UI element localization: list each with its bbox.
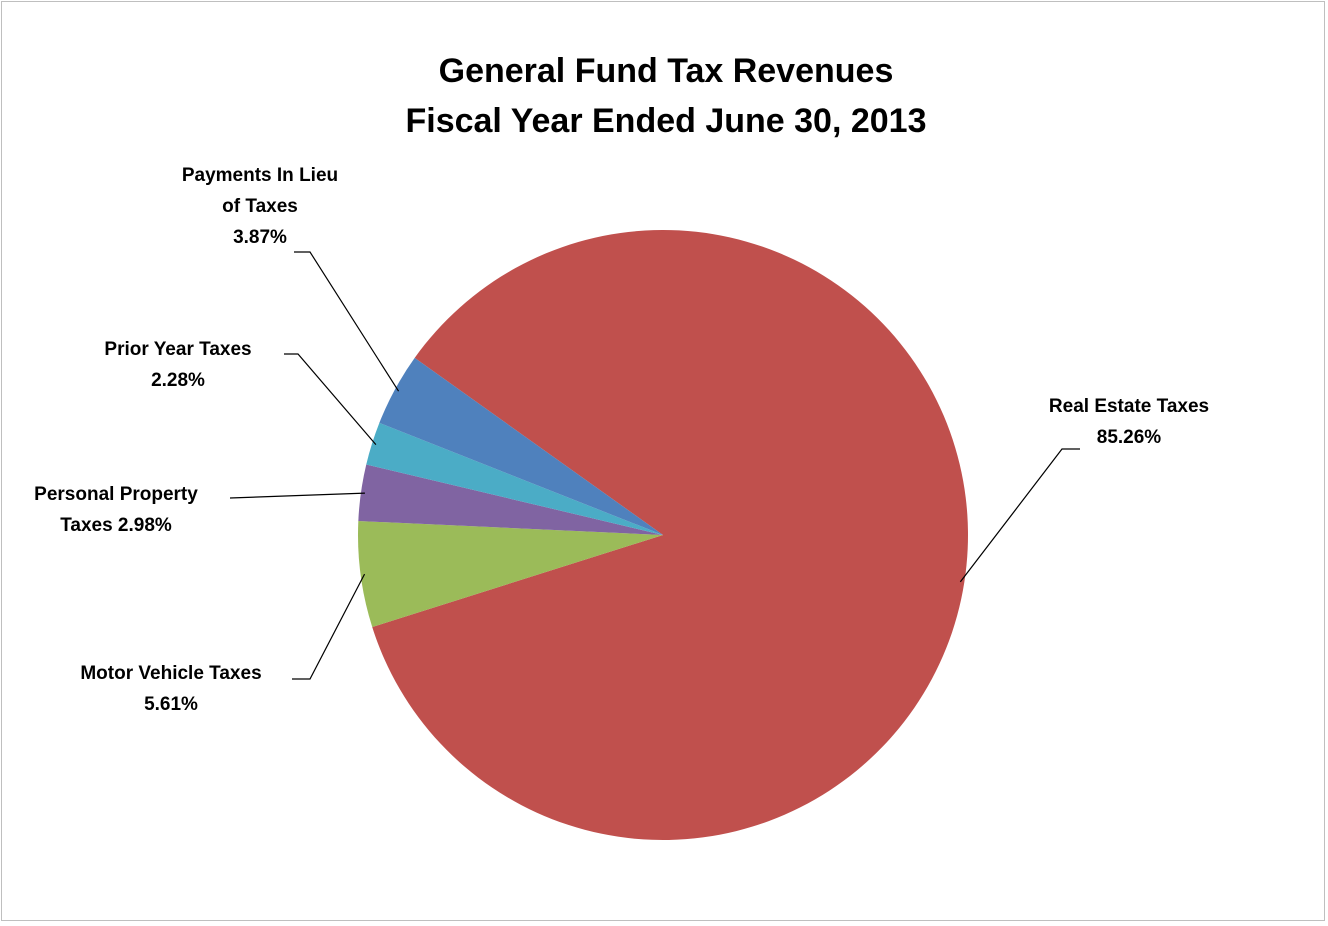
leader-line-personal-property-taxes (229, 492, 365, 499)
leader-line-prior-year-taxes (284, 353, 377, 446)
chart-title-line-2: Fiscal Year Ended June 30, 2013 (405, 102, 926, 140)
data-label-real-estate-taxes: Real Estate Taxes 85.26% (1049, 396, 1209, 448)
data-label-payments-in-lieu-of-taxes: Payments In Lieu of Taxes 3.87% (182, 165, 338, 248)
data-label-personal-property-taxes: Personal Property Taxes 2.98% (34, 484, 198, 536)
pie-slice-prior-year-taxes (366, 422, 663, 535)
leader-line-real-estate-taxes (959, 448, 1080, 583)
leader-line-payments-in-lieu-of-taxes (294, 251, 400, 392)
pie-slice-motor-vehicle-taxes (357, 520, 663, 628)
data-label-line: of Taxes (222, 196, 298, 217)
data-label-line: Payments In Lieu (182, 165, 338, 186)
leader-line-motor-vehicle-taxes (292, 573, 366, 680)
data-labels: Real Estate Taxes 85.26% Motor Vehicle Tax… (34, 165, 1209, 715)
data-label-prior-year-taxes: Prior Year Taxes 2.28% (104, 339, 251, 391)
data-label-line: Prior Year Taxes (104, 339, 251, 360)
data-label-line: Taxes 2.98% (60, 515, 172, 536)
chart-title: General Fund Tax Revenues Fiscal Year End… (405, 52, 926, 140)
pie-slices (357, 230, 968, 841)
leader-lines (229, 251, 1080, 680)
data-label-line: 3.87% (233, 227, 287, 248)
data-label-line: 85.26% (1097, 427, 1162, 448)
pie-slice-real-estate-taxes (372, 230, 968, 841)
data-label-line: 5.61% (144, 694, 198, 715)
data-label-motor-vehicle-taxes: Motor Vehicle Taxes 5.61% (80, 663, 261, 715)
data-label-line: Personal Property (34, 484, 198, 505)
data-label-line: Motor Vehicle Taxes (80, 663, 261, 684)
pie-slice-payments-in-lieu-of-taxes (379, 357, 663, 535)
chart-title-line-1: General Fund Tax Revenues (439, 52, 894, 90)
data-label-line: Real Estate Taxes (1049, 396, 1209, 417)
data-label-line: 2.28% (151, 370, 205, 391)
pie-slice-personal-property-taxes (358, 464, 663, 535)
